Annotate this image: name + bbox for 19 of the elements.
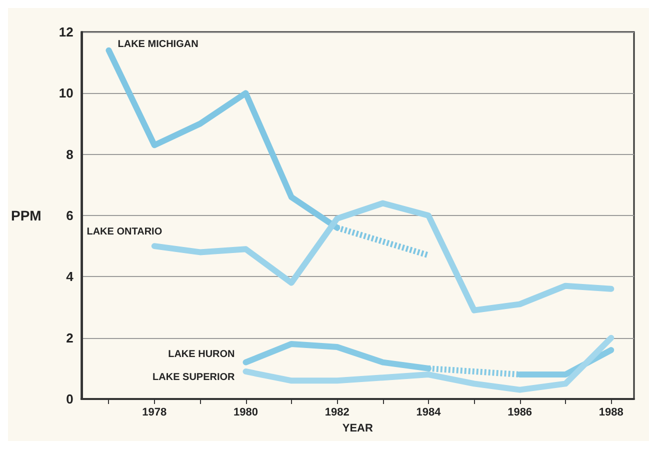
series-label: LAKE HURON — [168, 348, 235, 360]
y-axis-title: PPM — [10, 208, 42, 224]
x-axis-title: YEAR — [342, 422, 374, 434]
x-tick-label: 1984 — [416, 406, 442, 418]
y-tick-label: 0 — [66, 392, 74, 406]
y-tick-label: 12 — [58, 24, 74, 40]
series-label: LAKE MICHIGAN — [118, 38, 198, 50]
y-tick-label: 10 — [58, 86, 74, 101]
x-tick-label: 1982 — [324, 406, 350, 418]
series-label: LAKE ONTARIO — [86, 226, 162, 238]
x-tick-label: 1988 — [598, 406, 624, 418]
series-label: LAKE SUPERIOR — [152, 372, 236, 383]
y-tick-label: 4 — [66, 269, 74, 284]
x-tick-label: 1980 — [234, 406, 258, 418]
y-tick-label: 6 — [66, 208, 74, 223]
y-tick-label: 2 — [66, 330, 74, 346]
x-tick-label: 1986 — [508, 406, 532, 418]
y-tick-label: 8 — [66, 146, 74, 162]
x-tick-label: 1978 — [142, 406, 167, 418]
